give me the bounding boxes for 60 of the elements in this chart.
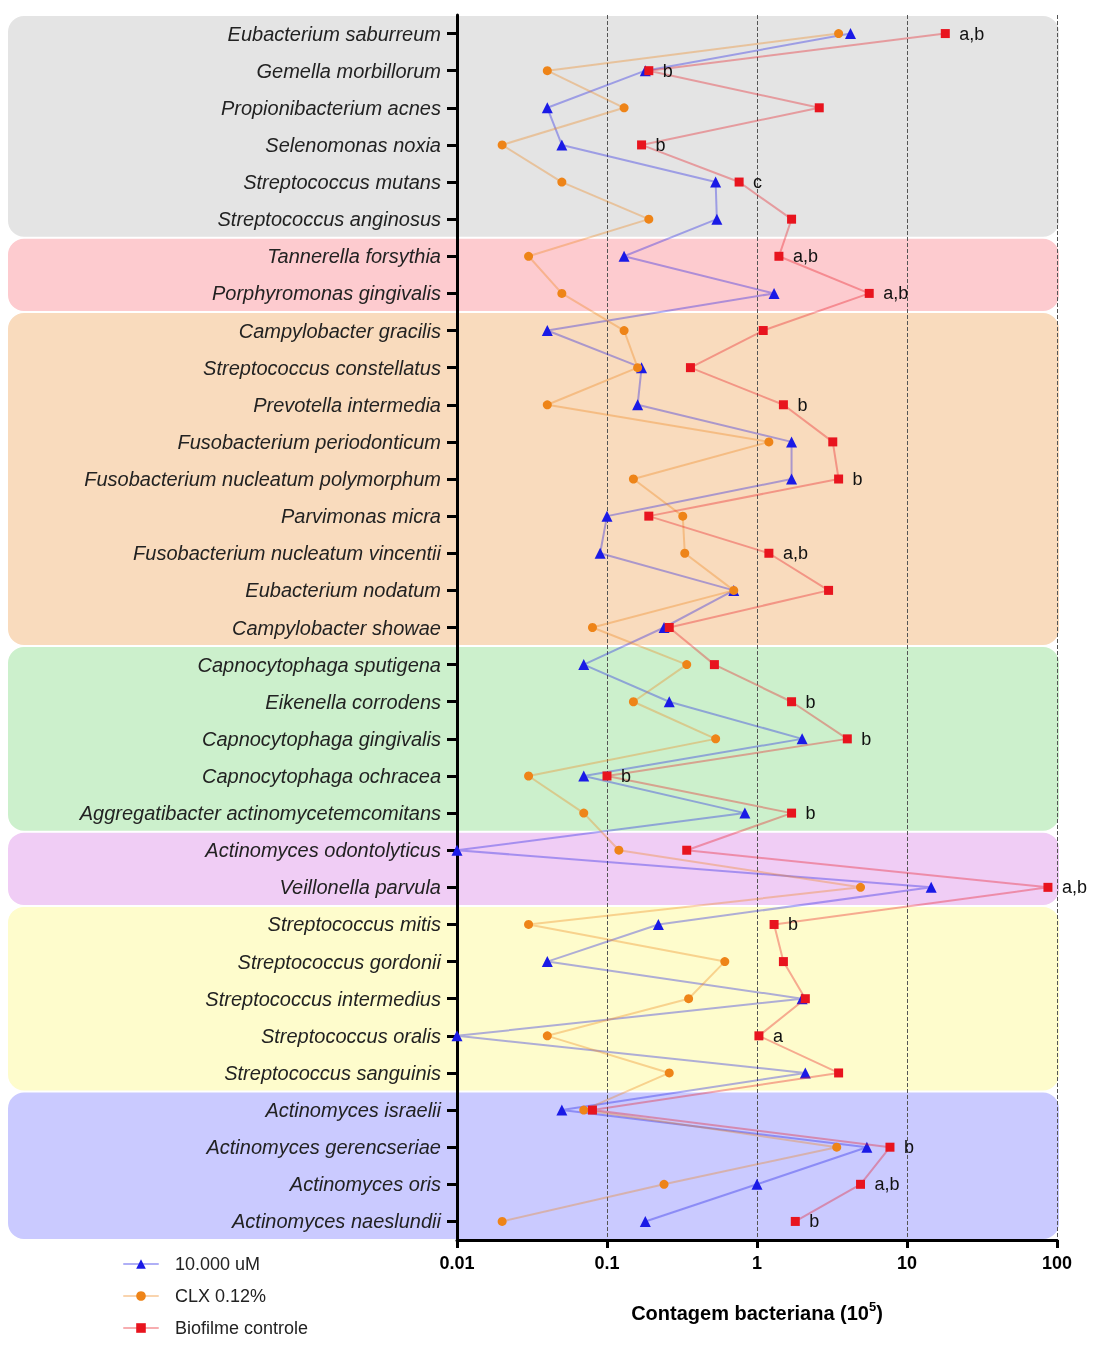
x-tick-label: 10 [896, 1253, 918, 1273]
y-tick-label: Eubacterium saburreum [227, 22, 441, 45]
y-tick-label: Actinomyces naeslundii [231, 1210, 442, 1233]
y-tick-label: Streptococcus oralis [260, 1024, 441, 1047]
y-tick-label: Actinomyces odontolyticus [204, 839, 441, 862]
y-tick-label: Capnocytophaga gingivalis [201, 727, 441, 750]
y-tick-label: Streptococcus intermedius [205, 987, 441, 1010]
annotation: b [805, 691, 816, 712]
y-tick-label: Gemella morbillorum [256, 59, 441, 82]
y-tick-label: Fusobacterium nucleatum polymorphum [84, 468, 441, 491]
y-tick-label: Capnocytophaga sputigena [197, 653, 441, 676]
annotation: c [753, 172, 763, 193]
x-tick-label: 0.01 [439, 1253, 475, 1273]
annotation: b [621, 765, 632, 786]
annotation: a,b [959, 23, 985, 44]
y-tick-label: Streptococcus constellatus [203, 356, 441, 379]
annotation: a,b [792, 246, 818, 267]
legend-label: CLX 0.12% [175, 1286, 267, 1306]
y-tick-label: Capnocytophaga ochracea [201, 764, 441, 787]
x-tick-label: 1 [751, 1253, 763, 1273]
y-tick-label: Prevotella intermedia [253, 393, 441, 416]
legend-label: 10.000 uM [175, 1254, 261, 1274]
y-tick-label: Streptococcus mutans [243, 171, 441, 194]
y-tick-label: Streptococcus anginosus [217, 208, 441, 231]
y-tick-label: Parvimonas micra [280, 505, 441, 528]
annotation: a [772, 1025, 784, 1046]
annotation: b [903, 1137, 914, 1158]
annotation: b [662, 60, 673, 81]
y-tick-label: Aggregatibacter actinomycetemcomitans [78, 802, 441, 825]
annotation: b [861, 728, 872, 749]
y-tick-label: Propionibacterium acnes [220, 96, 441, 119]
annotation: a,b [874, 1174, 900, 1195]
x-tick-label: 100 [1041, 1253, 1073, 1273]
annotation: b [809, 1211, 820, 1232]
y-tick-label: Actinomyces gerencseriae [205, 1136, 441, 1159]
x-tick-label: 0.1 [594, 1253, 620, 1273]
y-tick-label: Campylobacter gracilis [238, 319, 441, 342]
annotation: a,b [782, 543, 808, 564]
y-tick-label: Actinomyces oris [288, 1173, 441, 1196]
y-tick-label: Eubacterium nodatum [245, 579, 441, 602]
legend-label: Biofilme controle [175, 1318, 309, 1338]
y-tick-label: Veillonella parvula [279, 876, 441, 899]
y-tick-label: Streptococcus mitis [267, 913, 441, 936]
y-tick-label: Fusobacterium periodonticum [177, 430, 441, 453]
y-tick-label: Porphyromonas gingivalis [211, 282, 441, 305]
y-tick-label: Streptococcus sanguinis [224, 1061, 441, 1084]
y-tick-label: Campylobacter showae [232, 616, 441, 639]
y-tick-label: Streptococcus gordonii [237, 950, 442, 973]
y-tick-label: Fusobacterium nucleatum vincentii [133, 542, 442, 565]
annotation: a,b [883, 283, 909, 304]
y-tick-label: Actinomyces israelii [264, 1099, 442, 1122]
annotation: b [805, 803, 816, 824]
annotation: b [655, 134, 666, 155]
annotation: a,b [1061, 877, 1087, 898]
annotation: b [797, 394, 808, 415]
y-tick-label: Selenomonas noxia [265, 133, 441, 156]
annotation: b [852, 469, 863, 490]
annotation: b [788, 914, 799, 935]
y-tick-label: Tannerella forsythia [267, 245, 441, 268]
y-tick-label: Eikenella corrodens [265, 690, 441, 713]
